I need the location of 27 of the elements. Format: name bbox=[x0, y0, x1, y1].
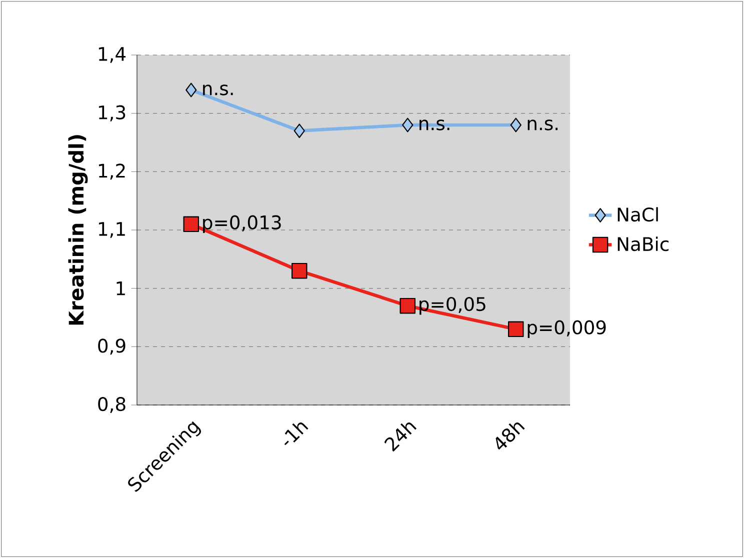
annotation: n.s. bbox=[203, 84, 233, 96]
annotation: n.s. bbox=[420, 120, 450, 130]
y-tick-label: 1,3 bbox=[98, 105, 126, 122]
point bbox=[294, 124, 305, 138]
annotation: p=0,05 bbox=[420, 296, 486, 315]
y-tick-label: 0,9 bbox=[98, 338, 126, 355]
y-tick-label: 1,4 bbox=[98, 47, 126, 63]
point bbox=[183, 216, 199, 232]
y-tick-label: 1 bbox=[116, 282, 125, 296]
point bbox=[402, 118, 414, 132]
y-tick-label: 1,2 bbox=[98, 164, 125, 180]
annotation: p=0,013 bbox=[203, 215, 281, 234]
y-axis-title: Kreatinin (mg/dl) bbox=[68, 135, 88, 325]
x-tick-label: 24h bbox=[384, 422, 417, 452]
y-tick-label: 0,8 bbox=[98, 396, 126, 414]
x-tick-label: 48h bbox=[496, 422, 525, 450]
annotation: n.s. bbox=[528, 120, 558, 130]
y-tick-label: 1,1 bbox=[98, 222, 125, 238]
point bbox=[508, 321, 524, 338]
point bbox=[186, 82, 197, 98]
legend-label: NaCl bbox=[618, 207, 658, 222]
x-tick-label: -1h bbox=[284, 422, 308, 446]
point bbox=[292, 262, 308, 279]
point bbox=[400, 298, 416, 314]
point bbox=[510, 118, 522, 132]
annotation: p=0,009 bbox=[528, 320, 606, 338]
legend-label: NaBic bbox=[618, 236, 669, 252]
